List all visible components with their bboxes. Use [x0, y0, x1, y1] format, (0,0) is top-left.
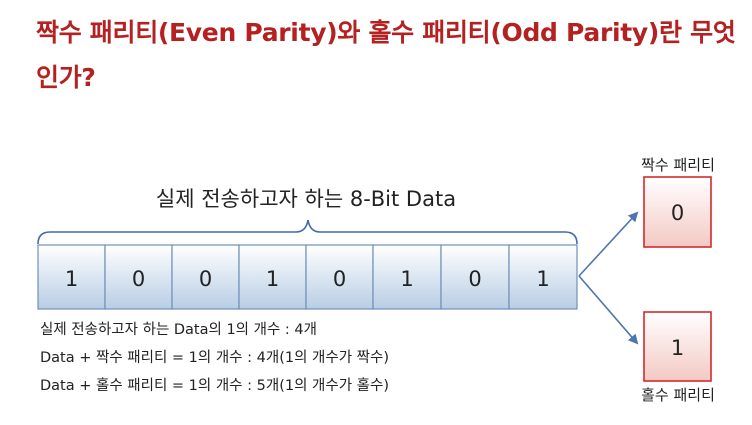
- bit-value: 1: [266, 267, 279, 291]
- arrow-to-even-parity: [578, 211, 639, 277]
- even-parity-label: 짝수 패리티: [641, 156, 715, 174]
- bit-value: 0: [468, 267, 481, 291]
- arrow-to-odd-parity: [578, 275, 639, 345]
- bit-cell: 1: [238, 244, 307, 310]
- note-data-count: 실제 전송하고자 하는 Data의 1의 개수 : 4개: [40, 321, 317, 338]
- bit-cell: 0: [440, 244, 510, 310]
- data-label: 실제 전송하고자 하는 8-Bit Data: [156, 187, 456, 211]
- bit-cell: 0: [305, 244, 374, 310]
- even-parity-value: 0: [671, 201, 684, 225]
- bit-value: 0: [333, 267, 346, 291]
- odd-parity-box: [643, 311, 712, 382]
- bit-cell: 1: [37, 244, 106, 310]
- bit-cell: 0: [171, 244, 240, 310]
- bit-value: 1: [536, 267, 549, 291]
- bit-value: 0: [132, 267, 145, 291]
- bit-cell: 1: [372, 244, 442, 310]
- bit-cell: 0: [104, 244, 173, 310]
- bit-value: 1: [65, 267, 78, 291]
- bit-value: 0: [199, 267, 212, 291]
- note-even-parity: Data + 짝수 패리티 = 1의 개수 : 4개(1의 개수가 짝수): [40, 349, 389, 366]
- even-parity-box: [643, 176, 712, 248]
- odd-parity-value: 1: [671, 336, 684, 360]
- odd-parity-label: 홀수 패리티: [641, 386, 715, 404]
- page-title: 짝수 패리티(Even Parity)와 홀수 패리티(Odd Parity)란…: [36, 18, 736, 92]
- bit-row: 1 0 0 1 0 1 0 1: [37, 244, 578, 310]
- bit-value: 1: [400, 267, 413, 291]
- data-brace: [37, 219, 578, 245]
- bit-cell: 1: [508, 244, 578, 310]
- note-odd-parity: Data + 홀수 패리티 = 1의 개수 : 5개(1의 개수가 홀수): [40, 377, 389, 394]
